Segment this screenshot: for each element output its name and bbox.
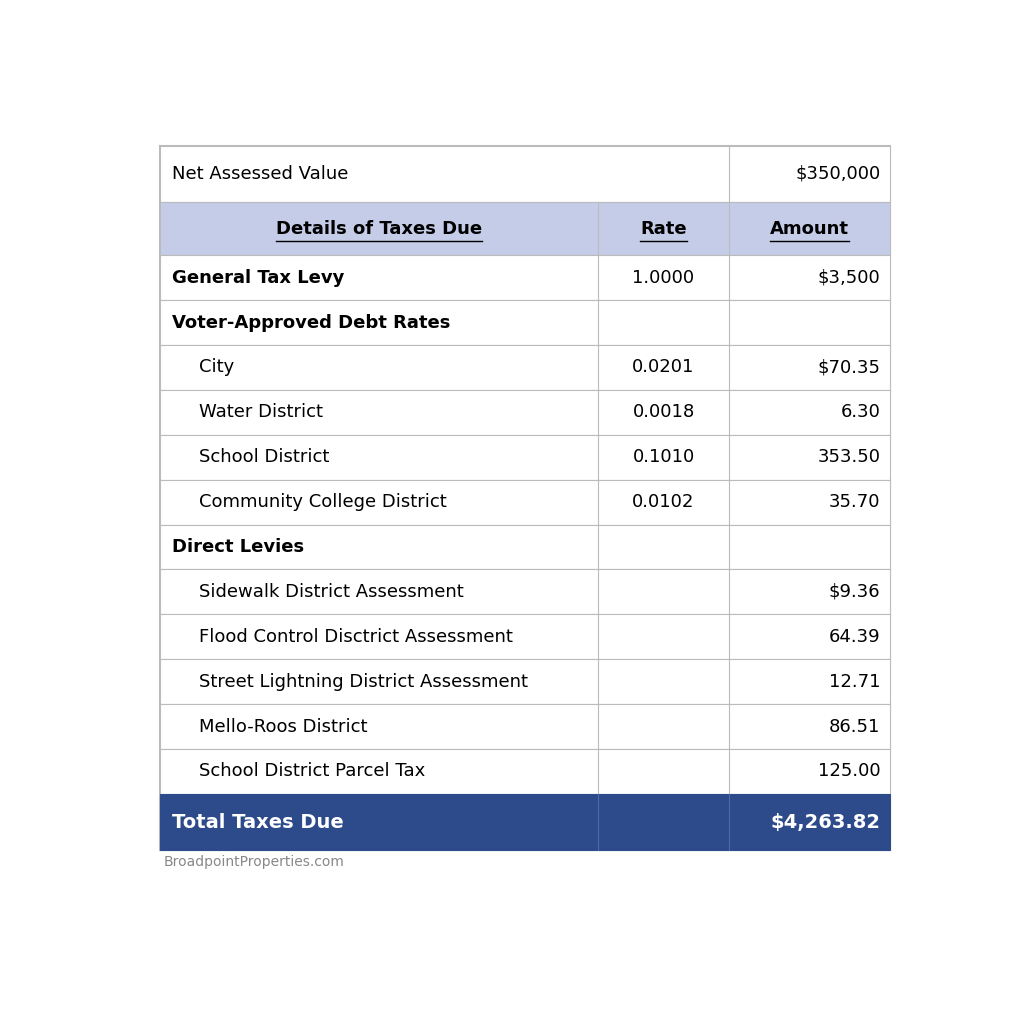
- Text: $3,500: $3,500: [817, 268, 881, 287]
- Text: $4,263.82: $4,263.82: [770, 813, 881, 832]
- Text: School District Parcel Tax: School District Parcel Tax: [200, 763, 426, 780]
- Bar: [160, 390, 890, 434]
- Text: BroadpointProperties.com: BroadpointProperties.com: [164, 855, 345, 870]
- Text: Street Lightning District Assessment: Street Lightning District Assessment: [200, 672, 528, 691]
- Text: $9.36: $9.36: [828, 583, 881, 601]
- Bar: [160, 300, 890, 345]
- Text: $350,000: $350,000: [795, 165, 881, 183]
- Bar: [160, 345, 890, 390]
- Text: Community College District: Community College District: [200, 493, 447, 512]
- Text: Voter-Approved Debt Rates: Voter-Approved Debt Rates: [172, 313, 450, 332]
- Text: $70.35: $70.35: [817, 358, 881, 376]
- Text: 35.70: 35.70: [828, 493, 881, 512]
- Text: 6.30: 6.30: [841, 404, 881, 421]
- Text: Mello-Roos District: Mello-Roos District: [200, 718, 368, 735]
- Bar: [160, 255, 890, 300]
- Bar: [160, 480, 890, 525]
- Text: Sidewalk District Assessment: Sidewalk District Assessment: [200, 583, 464, 601]
- Text: Net Assessed Value: Net Assessed Value: [172, 165, 348, 183]
- Bar: [160, 434, 890, 480]
- Bar: [160, 570, 890, 614]
- Bar: [160, 525, 890, 570]
- Text: Rate: Rate: [640, 220, 687, 238]
- Text: Details of Taxes Due: Details of Taxes Due: [275, 220, 482, 238]
- Text: 0.0201: 0.0201: [633, 358, 694, 376]
- Text: Water District: Water District: [200, 404, 324, 421]
- Text: School District: School District: [200, 448, 330, 466]
- Text: 353.50: 353.50: [817, 448, 881, 466]
- Text: 86.51: 86.51: [829, 718, 881, 735]
- Text: 64.39: 64.39: [828, 627, 881, 646]
- Bar: [160, 614, 890, 659]
- Bar: [160, 659, 890, 704]
- Text: Total Taxes Due: Total Taxes Due: [172, 813, 343, 832]
- Bar: [160, 145, 890, 202]
- Text: City: City: [200, 358, 234, 376]
- Text: 0.0018: 0.0018: [633, 404, 694, 421]
- Bar: [160, 750, 890, 794]
- Text: Direct Levies: Direct Levies: [172, 538, 304, 556]
- Text: 12.71: 12.71: [828, 672, 881, 691]
- Bar: [160, 202, 890, 255]
- Text: 0.1010: 0.1010: [633, 448, 694, 466]
- Bar: [160, 794, 890, 850]
- Text: Flood Control Disctrict Assessment: Flood Control Disctrict Assessment: [200, 627, 513, 646]
- Text: 125.00: 125.00: [818, 763, 881, 780]
- Bar: [160, 704, 890, 750]
- Text: Amount: Amount: [770, 220, 849, 238]
- Text: 0.0102: 0.0102: [633, 493, 694, 512]
- Text: General Tax Levy: General Tax Levy: [172, 268, 344, 287]
- Text: 1.0000: 1.0000: [633, 268, 694, 287]
- Bar: [160, 145, 890, 850]
